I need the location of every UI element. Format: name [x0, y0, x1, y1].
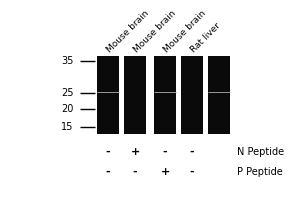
Text: 25: 25 [61, 88, 74, 98]
Text: -: - [163, 147, 167, 157]
Text: -: - [106, 147, 110, 157]
Bar [124, 56, 146, 134]
Text: 15: 15 [61, 122, 74, 132]
Text: Mouse brain: Mouse brain [162, 8, 207, 54]
Bar [181, 56, 203, 134]
Bar [154, 56, 176, 134]
Text: -: - [190, 167, 194, 177]
Text: N Peptide: N Peptide [237, 147, 284, 157]
Text: P Peptide: P Peptide [237, 167, 283, 177]
Bar [97, 56, 119, 134]
Text: -: - [133, 167, 137, 177]
Text: Mouse brain: Mouse brain [132, 8, 177, 54]
Text: +: + [160, 167, 169, 177]
Text: +: + [130, 147, 140, 157]
Text: 35: 35 [61, 56, 74, 66]
Bar [208, 56, 230, 134]
Text: Mouse brain: Mouse brain [105, 8, 150, 54]
Text: Rat liver: Rat liver [189, 21, 222, 54]
Text: 20: 20 [61, 104, 74, 114]
Text: -: - [106, 167, 110, 177]
Text: -: - [190, 147, 194, 157]
